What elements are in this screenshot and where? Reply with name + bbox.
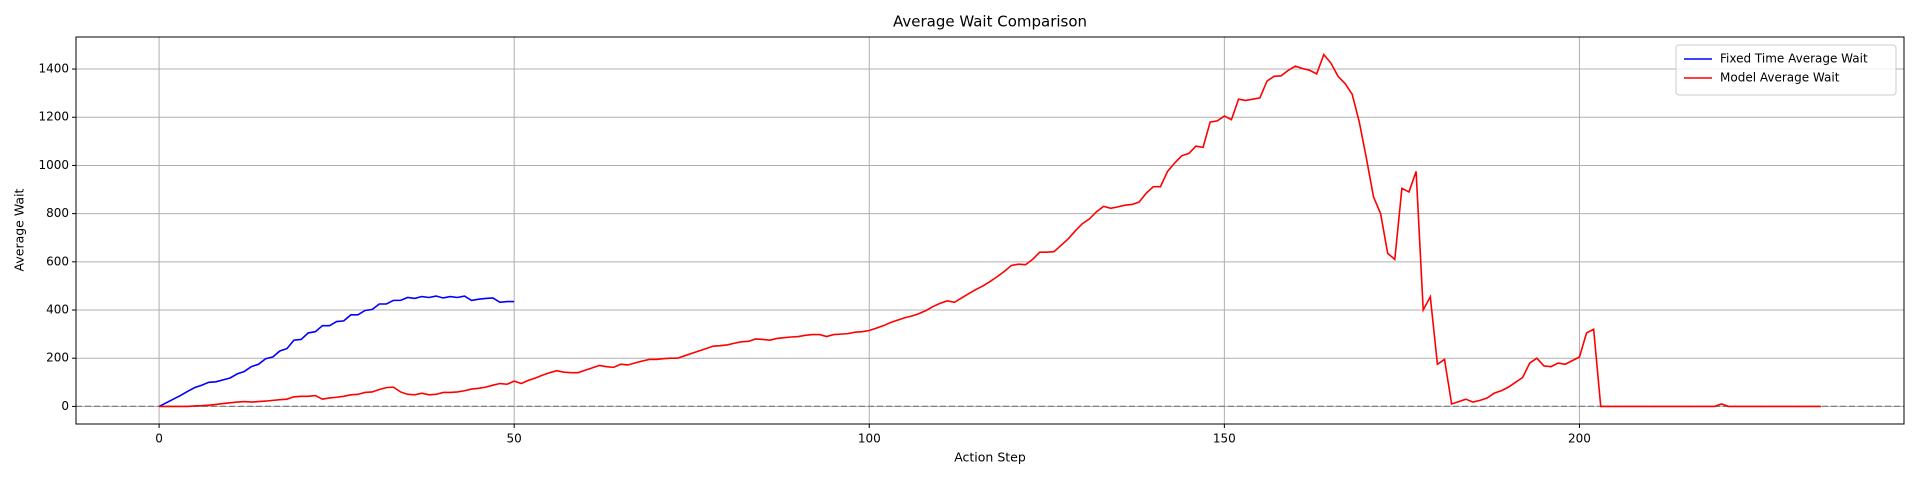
y-tick-label: 200	[46, 351, 69, 365]
y-tick-label: 1200	[38, 110, 69, 124]
y-axis-label: Average Wait	[12, 188, 27, 271]
chart-title: Average Wait Comparison	[893, 13, 1087, 31]
series-line	[159, 53, 1821, 408]
x-axis-label: Action Step	[954, 450, 1026, 465]
x-tick-label: 150	[1213, 432, 1236, 446]
y-tick-label: 1000	[38, 158, 69, 172]
y-tick-label: 1400	[38, 62, 69, 76]
x-tick-label: 100	[858, 432, 881, 446]
y-tick-label: 400	[46, 303, 69, 317]
legend-label: Fixed Time Average Wait	[1720, 52, 1868, 66]
x-tick-label: 50	[507, 432, 522, 446]
x-tick-label: 0	[155, 432, 163, 446]
legend-label: Model Average Wait	[1720, 71, 1840, 85]
y-tick-label: 0	[61, 399, 69, 413]
y-tick-label: 800	[46, 206, 69, 220]
plot-frame	[75, 36, 1905, 425]
x-tick-label: 200	[1568, 432, 1591, 446]
y-tick-label: 600	[46, 254, 69, 268]
legend-box	[1675, 44, 1897, 96]
legend: Fixed Time Average Wait Model Average Wai…	[1675, 44, 1897, 96]
series-line	[158, 295, 515, 408]
